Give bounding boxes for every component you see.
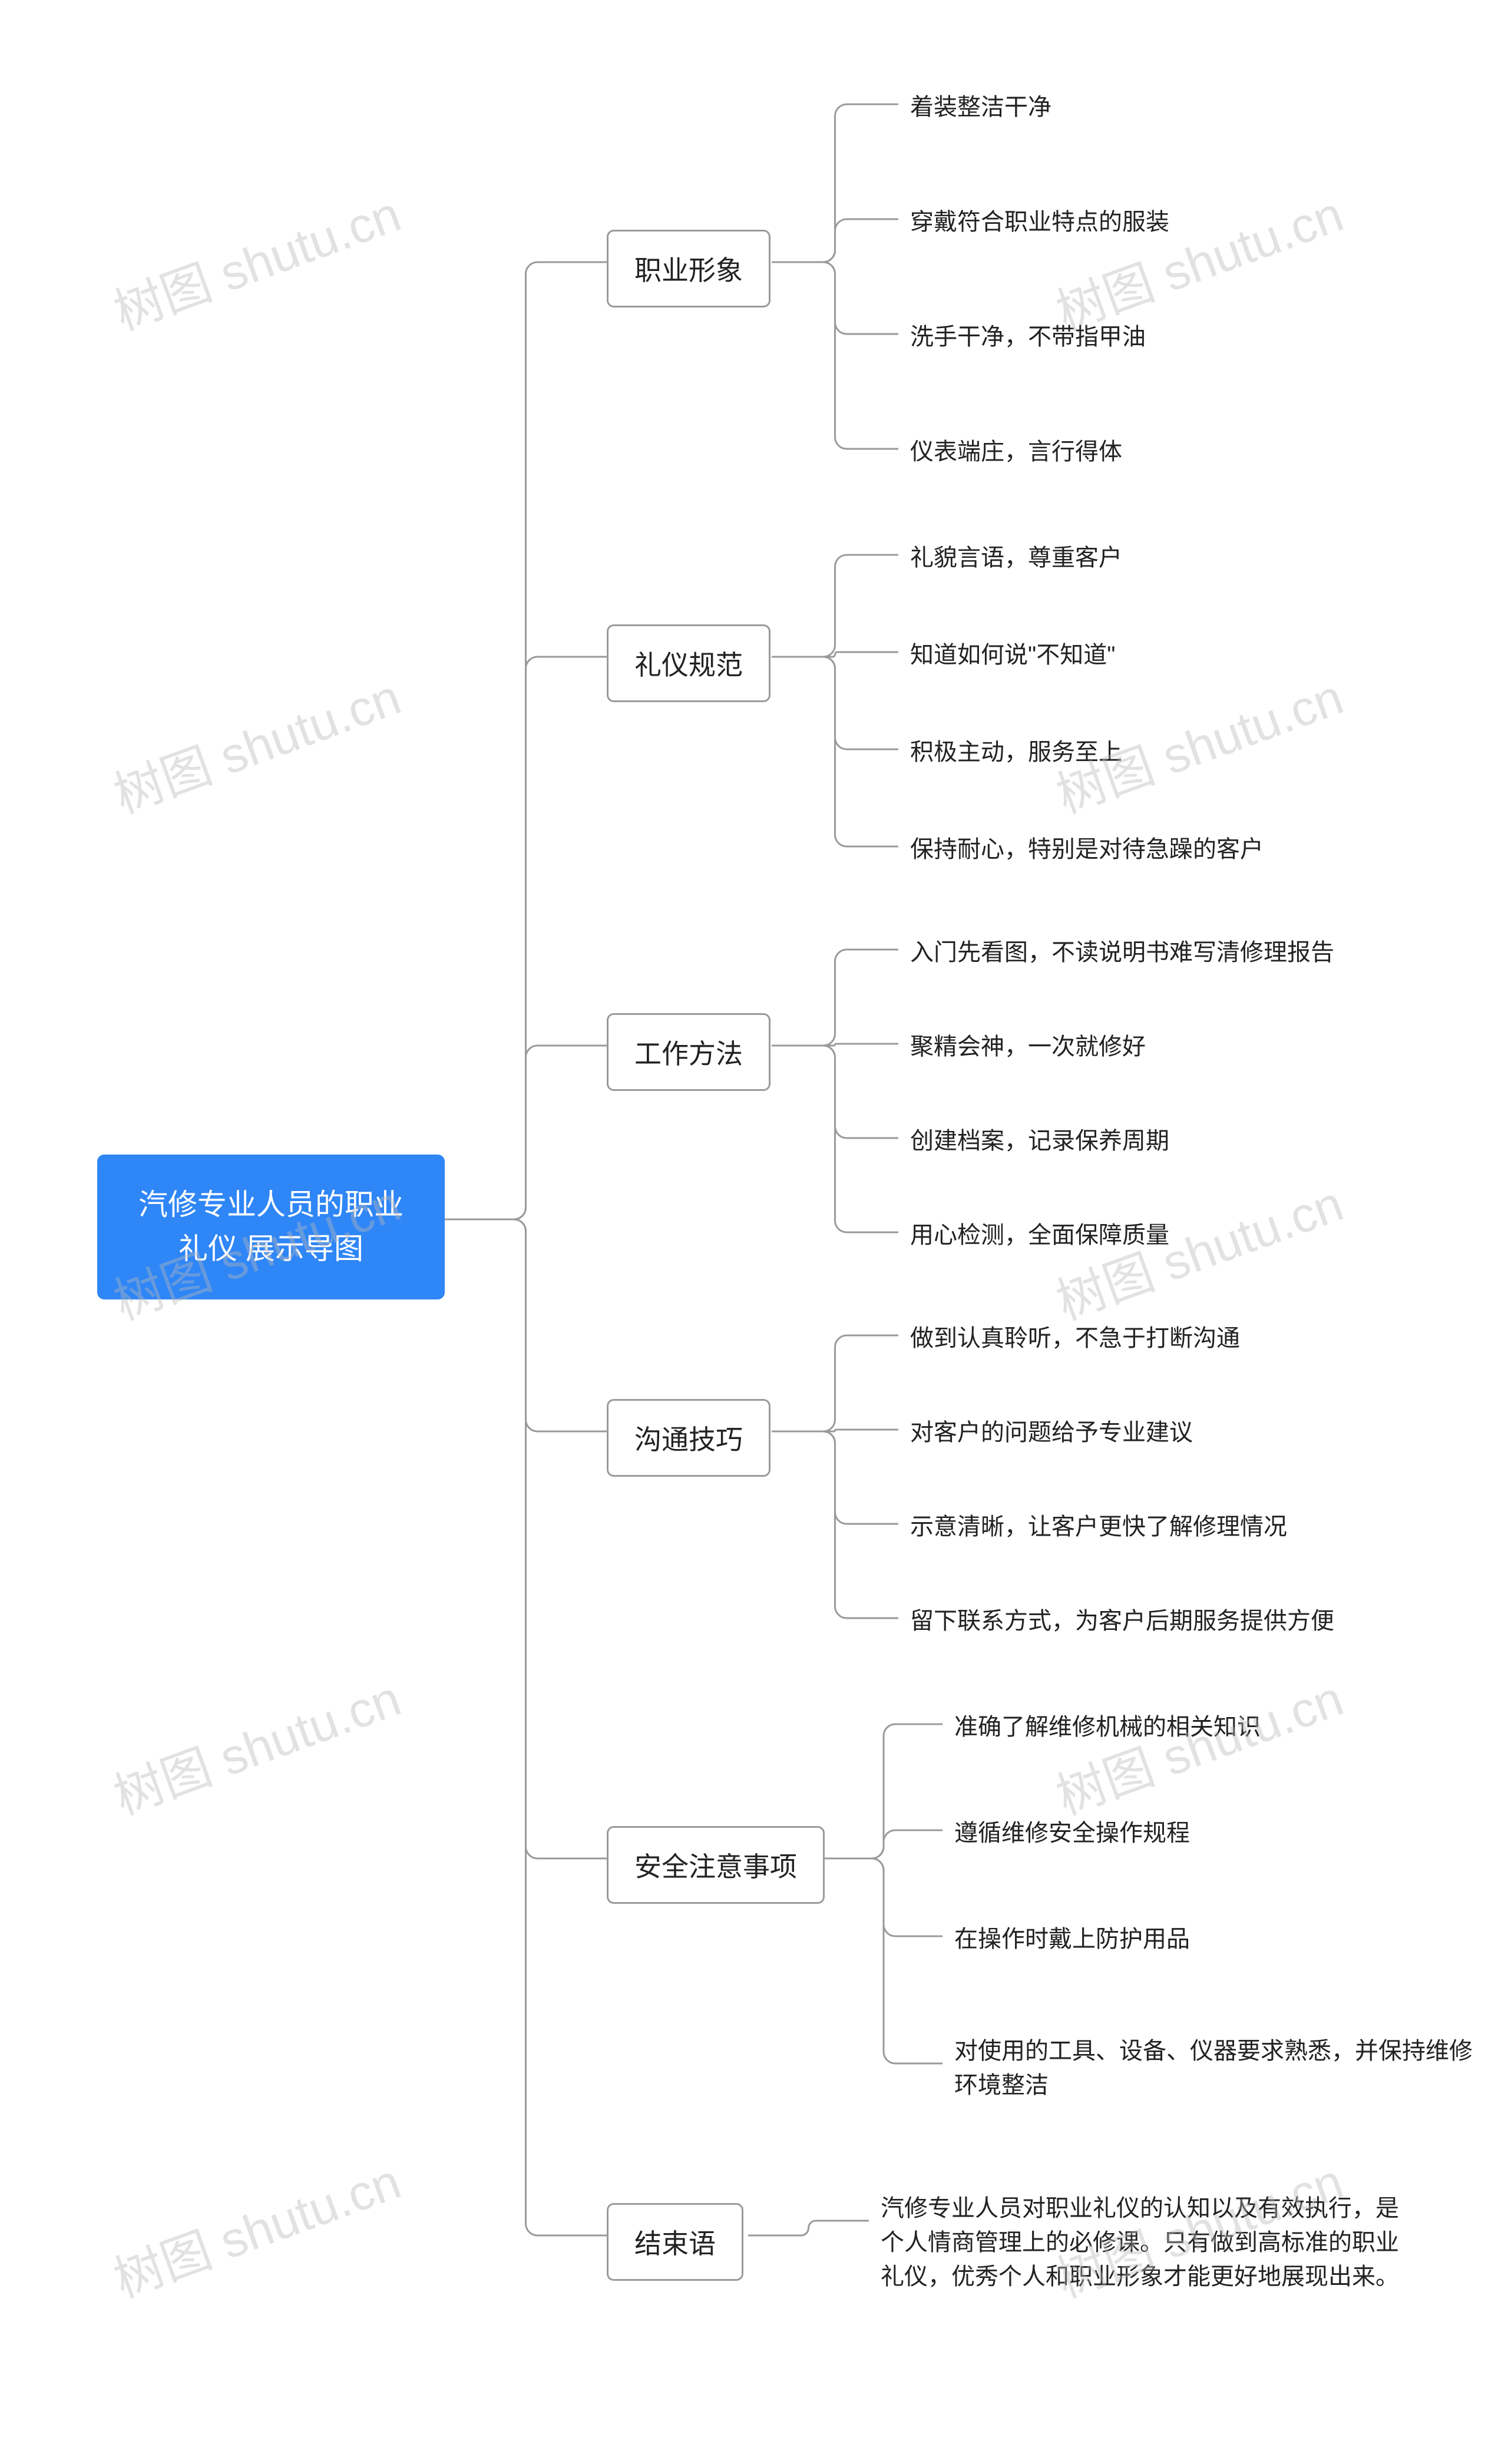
branch-label: 安全注意事项 [634,1851,797,1882]
leaf-node: 做到认真聆听，不急于打断沟通 [910,1321,1240,1355]
leaf-text: 留下联系方式，为客户后期服务提供方便 [910,1608,1334,1634]
leaf-text: 对使用的工具、设备、仪器要求熟悉，并保持维修环境整洁 [954,2038,1473,2098]
branch-node: 沟通技巧 [607,1399,770,1477]
leaf-node: 对使用的工具、设备、仪器要求熟悉，并保持维修环境整洁 [954,2034,1473,2102]
leaf-text: 在操作时戴上防护用品 [954,1926,1190,1952]
branch-label: 职业形象 [634,255,743,286]
leaf-text: 准确了解维修机械的相关知识 [954,1714,1261,1740]
leaf-text: 洗手干净，不带指甲油 [910,324,1146,350]
branch-label: 礼仪规范 [634,650,743,680]
branch-node: 礼仪规范 [607,624,770,702]
leaf-node: 保持耐心，特别是对待急躁的客户 [910,832,1264,866]
leaf-text: 创建档案，记录保养周期 [910,1128,1169,1154]
branch-node: 职业形象 [607,230,770,307]
leaf-text: 知道如何说"不知道" [910,642,1115,668]
leaf-node: 知道如何说"不知道" [910,638,1115,672]
leaf-node: 礼貌言语，尊重客户 [910,541,1122,575]
branch-label: 工作方法 [634,1038,743,1069]
leaf-node: 汽修专业人员对职业礼仪的认知以及有效执行，是个人情商管理上的必修课。只有做到高标… [881,2191,1399,2294]
watermark: 树图 shutu.cn [103,175,409,345]
watermark: 树图 shutu.cn [103,2142,409,2312]
leaf-text: 仪表端庄，言行得体 [910,439,1122,465]
branch-node: 安全注意事项 [607,1826,825,1904]
leaf-node: 用心检测，全面保障质量 [910,1218,1169,1252]
leaf-text: 聚精会神，一次就修好 [910,1034,1146,1060]
leaf-text: 入门先看图，不读说明书难写清修理报告 [910,940,1334,965]
watermark: 树图 shutu.cn [103,658,409,828]
leaf-node: 对客户的问题给予专业建议 [910,1415,1193,1450]
leaf-node: 积极主动，服务至上 [910,735,1122,769]
leaf-node: 着装整洁干净 [910,90,1051,124]
branch-node: 结束语 [607,2203,743,2281]
watermark: 树图 shutu.cn [103,1659,409,1829]
branch-label: 结束语 [634,2228,716,2259]
leaf-text: 对客户的问题给予专业建议 [910,1420,1193,1446]
leaf-text: 礼貌言语，尊重客户 [910,545,1122,571]
watermark: 树图 shutu.cn [1046,175,1352,345]
leaf-node: 在操作时戴上防护用品 [954,1922,1190,1956]
leaf-text: 积极主动，服务至上 [910,739,1122,765]
leaf-node: 留下联系方式，为客户后期服务提供方便 [910,1604,1334,1638]
leaf-node: 准确了解维修机械的相关知识 [954,1710,1261,1744]
leaf-text: 保持耐心，特别是对待急躁的客户 [910,836,1264,862]
branch-node: 工作方法 [607,1013,770,1091]
leaf-text: 汽修专业人员对职业礼仪的认知以及有效执行，是个人情商管理上的必修课。只有做到高标… [881,2195,1399,2290]
leaf-text: 穿戴符合职业特点的服装 [910,209,1169,235]
leaf-text: 着装整洁干净 [910,94,1051,120]
root-text: 汽修专业人员的职业礼仪 展示导图 [138,1188,404,1265]
leaf-node: 聚精会神，一次就修好 [910,1030,1146,1064]
leaf-text: 遵循维修安全操作规程 [954,1820,1190,1846]
leaf-text: 做到认真聆听，不急于打断沟通 [910,1325,1240,1351]
leaf-node: 洗手干净，不带指甲油 [910,320,1146,354]
leaf-text: 用心检测，全面保障质量 [910,1222,1169,1248]
branch-label: 沟通技巧 [634,1424,743,1455]
leaf-node: 创建档案，记录保养周期 [910,1124,1169,1158]
leaf-node: 仪表端庄，言行得体 [910,435,1122,469]
leaf-node: 穿戴符合职业特点的服装 [910,205,1169,239]
leaf-node: 遵循维修安全操作规程 [954,1816,1190,1850]
root-node: 汽修专业人员的职业礼仪 展示导图 [97,1155,445,1299]
leaf-text: 示意清晰，让客户更快了解修理情况 [910,1514,1287,1540]
leaf-node: 示意清晰，让客户更快了解修理情况 [910,1510,1287,1544]
leaf-node: 入门先看图，不读说明书难写清修理报告 [910,935,1334,970]
